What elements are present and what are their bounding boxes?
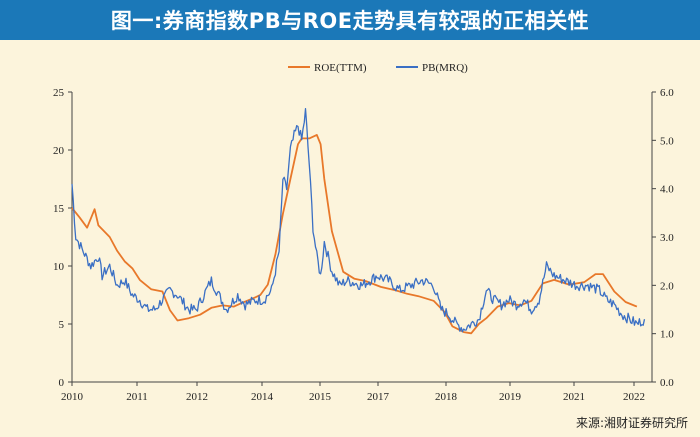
x-tick-label: 2011 [126, 391, 148, 403]
left-tick-label: 25 [53, 87, 65, 99]
x-tick-label: 2010 [61, 391, 84, 403]
left-tick-label: 10 [53, 261, 65, 273]
x-tick-label: 2022 [623, 391, 645, 403]
x-tick-label: 2021 [563, 391, 585, 403]
x-tick-label: 2017 [367, 391, 390, 403]
left-tick-label: 20 [53, 145, 65, 157]
x-tick-label: 2014 [251, 391, 274, 403]
series-line-roe [71, 134, 638, 335]
left-tick-label: 5 [59, 319, 65, 331]
axes: 0 5 10 15 20 25 0.0 1.0 2.0 3.0 4.0 5.0 6.0 2010 2011 2… [53, 87, 674, 403]
right-tick-label: 4.0 [660, 184, 674, 196]
x-tick-label: 2012 [186, 391, 208, 403]
legend-label-roe: ROE(TTM) [314, 62, 367, 74]
right-tick-label: 5.0 [660, 135, 674, 147]
right-tick-label: 3.0 [660, 232, 674, 244]
source-note: 来源:湘财证券研究所 [575, 416, 688, 430]
series-lines [71, 108, 646, 335]
x-tick-label: 2015 [309, 391, 332, 403]
left-tick-label: 15 [53, 203, 65, 215]
right-tick-label: 1.0 [660, 329, 674, 341]
title-bar: 图一:券商指数PB与ROE走势具有较强的正相关性 [0, 0, 700, 40]
legend: ROE(TTM) PB(MRQ) [288, 62, 468, 74]
legend-label-pb: PB(MRQ) [422, 62, 468, 74]
left-tick-label: 0 [59, 377, 65, 389]
right-tick-label: 6.0 [660, 87, 674, 99]
right-tick-label: 0.0 [660, 377, 674, 389]
series-line-pb [71, 108, 646, 333]
x-tick-label: 2019 [499, 391, 522, 403]
right-tick-label: 2.0 [660, 280, 674, 292]
x-tick-label: 2018 [435, 391, 458, 403]
chart-title: 图一:券商指数PB与ROE走势具有较强的正相关性 [110, 9, 590, 33]
